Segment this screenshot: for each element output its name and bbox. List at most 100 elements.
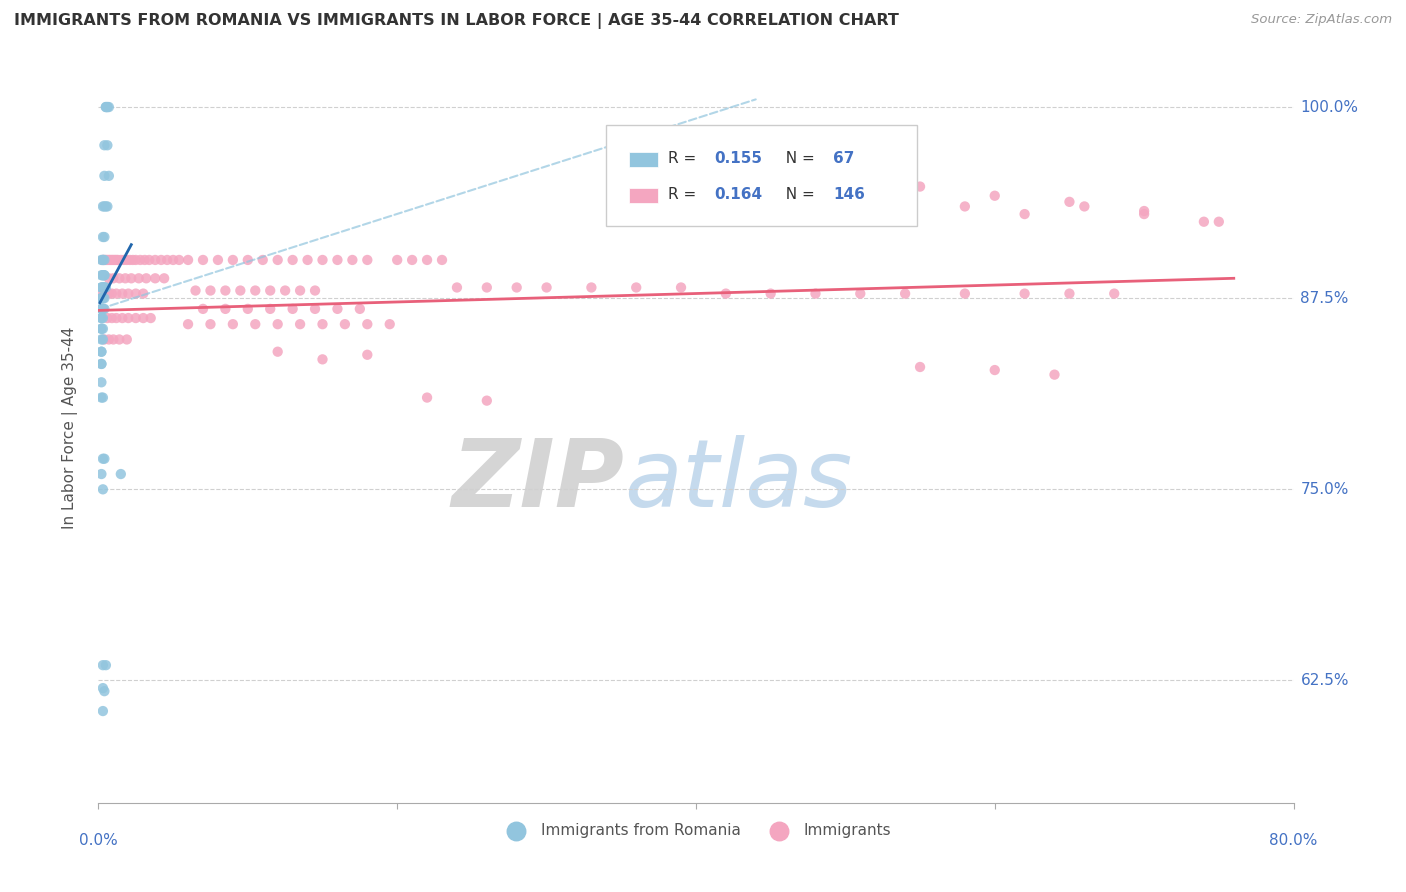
Point bbox=[129, 252, 152, 267]
Point bbox=[93, 230, 115, 244]
Point bbox=[1073, 199, 1095, 213]
Point bbox=[94, 286, 117, 301]
Point bbox=[342, 252, 364, 267]
Point bbox=[430, 252, 453, 267]
Point bbox=[91, 268, 114, 283]
Point bbox=[98, 252, 122, 267]
FancyBboxPatch shape bbox=[628, 152, 658, 167]
Point bbox=[446, 280, 468, 294]
Point bbox=[108, 271, 131, 285]
Point bbox=[91, 681, 114, 695]
Point bbox=[610, 161, 633, 176]
Point bbox=[112, 252, 135, 267]
Point bbox=[304, 284, 326, 298]
FancyBboxPatch shape bbox=[606, 125, 917, 226]
Point bbox=[93, 280, 115, 294]
Point bbox=[1059, 286, 1081, 301]
Point bbox=[90, 280, 112, 294]
Point bbox=[236, 301, 259, 316]
Point bbox=[93, 684, 115, 698]
Point bbox=[349, 301, 371, 316]
Point bbox=[96, 311, 118, 326]
Point bbox=[259, 301, 281, 316]
Point bbox=[326, 252, 349, 267]
Point bbox=[91, 252, 114, 267]
Point bbox=[96, 252, 118, 267]
Point bbox=[94, 280, 117, 294]
Point bbox=[714, 192, 737, 206]
Point bbox=[103, 252, 125, 267]
Point bbox=[91, 291, 114, 305]
Point bbox=[281, 252, 304, 267]
Point bbox=[91, 301, 114, 316]
Point bbox=[214, 284, 236, 298]
Point bbox=[91, 280, 114, 294]
Point bbox=[245, 317, 267, 331]
Point bbox=[311, 252, 333, 267]
Point bbox=[416, 391, 439, 405]
Text: R =: R = bbox=[668, 186, 702, 202]
Point bbox=[93, 252, 115, 267]
Point bbox=[356, 317, 378, 331]
Point bbox=[94, 252, 117, 267]
Point bbox=[804, 286, 827, 301]
Point bbox=[132, 286, 155, 301]
Point bbox=[356, 252, 378, 267]
Text: 75.0%: 75.0% bbox=[1301, 482, 1348, 497]
Point bbox=[125, 286, 148, 301]
Point bbox=[90, 280, 112, 294]
Point bbox=[984, 188, 1007, 202]
Point bbox=[90, 291, 112, 305]
Point bbox=[267, 317, 290, 331]
Point bbox=[96, 199, 118, 213]
Point bbox=[1043, 368, 1066, 382]
Point bbox=[125, 311, 148, 326]
Y-axis label: In Labor Force | Age 35-44: In Labor Force | Age 35-44 bbox=[62, 327, 77, 529]
Point bbox=[267, 252, 290, 267]
Point bbox=[416, 252, 439, 267]
Point bbox=[162, 252, 184, 267]
Point bbox=[91, 252, 114, 267]
Point bbox=[401, 252, 423, 267]
Point bbox=[91, 252, 114, 267]
Point bbox=[96, 100, 118, 114]
Point bbox=[91, 230, 114, 244]
Point bbox=[91, 451, 114, 466]
Point bbox=[259, 284, 281, 298]
Point bbox=[97, 271, 120, 285]
Point bbox=[90, 268, 112, 283]
Point bbox=[177, 317, 200, 331]
Point bbox=[90, 322, 112, 336]
Text: atlas: atlas bbox=[624, 435, 852, 526]
Point bbox=[90, 311, 112, 326]
Point bbox=[93, 301, 115, 316]
Point bbox=[1014, 286, 1036, 301]
Text: 87.5%: 87.5% bbox=[1301, 291, 1348, 306]
Point bbox=[91, 286, 114, 301]
Point bbox=[139, 311, 162, 326]
Point bbox=[90, 357, 112, 371]
Text: 0.164: 0.164 bbox=[714, 186, 762, 202]
Point bbox=[117, 286, 139, 301]
Point bbox=[288, 284, 311, 298]
Point bbox=[134, 252, 156, 267]
Point bbox=[93, 199, 115, 213]
Point bbox=[984, 363, 1007, 377]
Point bbox=[669, 280, 692, 294]
Point bbox=[93, 268, 115, 283]
Point bbox=[207, 252, 229, 267]
Point bbox=[685, 153, 707, 168]
Text: Source: ZipAtlas.com: Source: ZipAtlas.com bbox=[1251, 13, 1392, 27]
Point bbox=[118, 252, 141, 267]
Point bbox=[581, 280, 603, 294]
Point bbox=[91, 322, 114, 336]
Point bbox=[91, 280, 114, 294]
Text: 0.155: 0.155 bbox=[714, 151, 762, 166]
Point bbox=[1192, 215, 1215, 229]
Point bbox=[222, 317, 245, 331]
Point bbox=[229, 284, 252, 298]
Text: 0.0%: 0.0% bbox=[79, 833, 118, 848]
Point bbox=[114, 271, 136, 285]
Point bbox=[156, 252, 179, 267]
Point bbox=[91, 483, 114, 497]
